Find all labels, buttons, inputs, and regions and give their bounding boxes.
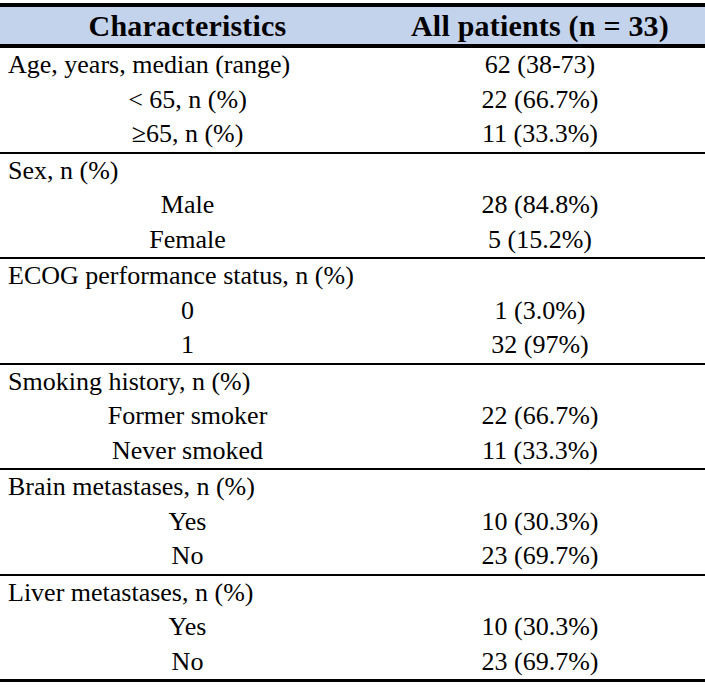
table-body: Age, years, median (range)62 (38-73)< 65… (0, 46, 705, 681)
row-value (375, 258, 705, 294)
row-section-label: Brain metastases, n (%) (0, 469, 375, 505)
row-section-label: Age, years, median (range) (0, 46, 375, 83)
table-row: 01 (3.0%) (0, 294, 705, 329)
row-value: 22 (66.7%) (375, 399, 705, 434)
table-row: Liver metastases, n (%) (0, 575, 705, 611)
row-value: 10 (30.3%) (375, 610, 705, 645)
row-section-label: ECOG performance status, n (%) (0, 258, 375, 294)
row-sublabel: Yes (0, 505, 375, 540)
row-section-label: Liver metastases, n (%) (0, 575, 375, 611)
table-row: ≥65, n (%)11 (33.3%) (0, 117, 705, 153)
table-row: No23 (69.7%) (0, 539, 705, 575)
table-row: Never smoked11 (33.3%) (0, 434, 705, 470)
row-value: 23 (69.7%) (375, 539, 705, 575)
table-row: No23 (69.7%) (0, 645, 705, 681)
row-sublabel: Yes (0, 610, 375, 645)
row-sublabel: Female (0, 223, 375, 259)
row-section-label: Smoking history, n (%) (0, 364, 375, 400)
row-sublabel: No (0, 539, 375, 575)
row-value: 62 (38-73) (375, 46, 705, 83)
row-value: 28 (84.8%) (375, 188, 705, 223)
row-value (375, 364, 705, 400)
table-row: Yes10 (30.3%) (0, 505, 705, 540)
row-sublabel: 0 (0, 294, 375, 329)
row-value: 11 (33.3%) (375, 434, 705, 470)
row-sublabel: Never smoked (0, 434, 375, 470)
table-row: Female5 (15.2%) (0, 223, 705, 259)
table-row: Brain metastases, n (%) (0, 469, 705, 505)
table-row: ECOG performance status, n (%) (0, 258, 705, 294)
row-sublabel: Former smoker (0, 399, 375, 434)
table-row: Smoking history, n (%) (0, 364, 705, 400)
row-value: 22 (66.7%) (375, 83, 705, 118)
table-row: 132 (97%) (0, 328, 705, 364)
table-row: Former smoker22 (66.7%) (0, 399, 705, 434)
row-section-label: Sex, n (%) (0, 153, 375, 189)
table-row: Yes10 (30.3%) (0, 610, 705, 645)
row-sublabel: No (0, 645, 375, 681)
row-value: 10 (30.3%) (375, 505, 705, 540)
table-row: < 65, n (%)22 (66.7%) (0, 83, 705, 118)
document-page: Characteristics All patients (n = 33) Ag… (0, 0, 705, 697)
row-value: 11 (33.3%) (375, 117, 705, 153)
row-sublabel: 1 (0, 328, 375, 364)
table-row: Sex, n (%) (0, 153, 705, 189)
patient-characteristics-table: Characteristics All patients (n = 33) Ag… (0, 3, 705, 682)
row-value (375, 153, 705, 189)
table-header-row: Characteristics All patients (n = 33) (0, 5, 705, 46)
row-value (375, 575, 705, 611)
row-value (375, 469, 705, 505)
column-header-characteristics: Characteristics (0, 5, 375, 46)
table-row: Age, years, median (range)62 (38-73) (0, 46, 705, 83)
row-value: 32 (97%) (375, 328, 705, 364)
row-value: 23 (69.7%) (375, 645, 705, 681)
column-header-all-patients: All patients (n = 33) (375, 5, 705, 46)
row-value: 5 (15.2%) (375, 223, 705, 259)
row-sublabel: ≥65, n (%) (0, 117, 375, 153)
table-row: Male28 (84.8%) (0, 188, 705, 223)
row-value: 1 (3.0%) (375, 294, 705, 329)
row-sublabel: Male (0, 188, 375, 223)
row-sublabel: < 65, n (%) (0, 83, 375, 118)
